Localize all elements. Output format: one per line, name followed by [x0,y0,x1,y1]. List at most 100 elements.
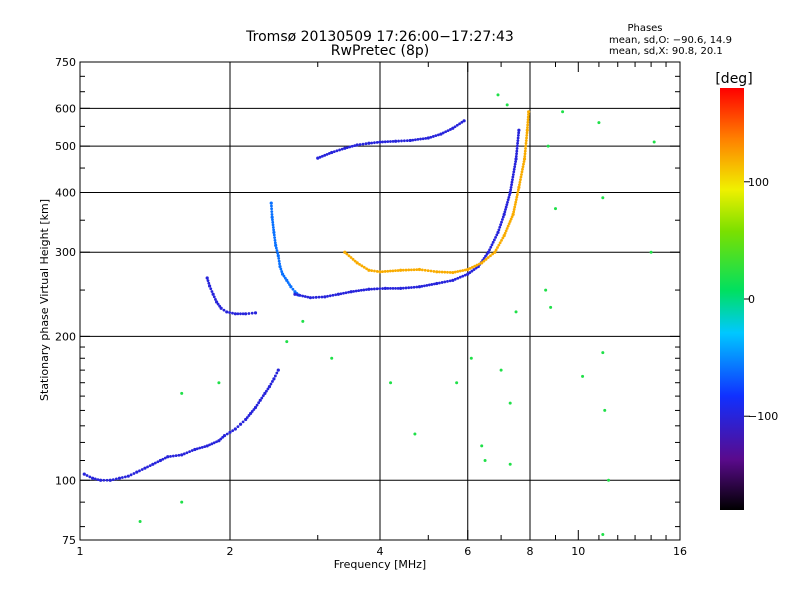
echo-point [468,267,472,270]
echo-point [327,152,331,155]
echo-point [386,269,390,273]
echo-point [486,250,490,254]
echo-point [375,287,379,291]
echo-point [421,137,425,141]
echo-point [270,210,274,214]
echo-point [343,250,347,254]
echo-point [111,478,115,481]
echo-point [523,154,527,158]
echo-point [286,281,290,284]
echo-point [372,287,376,291]
echo-point [265,389,268,393]
echo-point [409,286,413,289]
echo-point [520,173,523,176]
echo-point [441,131,445,135]
echo-point [524,144,528,148]
echo-point [505,103,509,107]
echo-point [458,269,462,273]
echo-point [400,139,403,143]
echo-point [88,475,92,479]
plot-area: 1 2 4 6 8 10 16 75 100 200 300 400 500 600 750 [55,56,687,558]
echo-point [401,268,405,272]
echo-point [370,269,374,273]
echo-point [271,380,274,383]
echo-point [463,268,467,272]
echo-point [381,140,385,144]
echo-point [462,119,466,123]
echo-point [430,283,434,286]
echo-point [330,150,334,155]
echo-point [468,271,472,274]
echo-point [257,401,261,405]
echo-point [198,446,202,450]
echo-point [180,500,184,504]
echo-point [518,180,522,184]
echo-point [325,152,329,156]
echo-point [516,141,519,145]
echo-point [524,139,528,143]
echo-point [427,283,431,287]
echo-point [477,262,481,266]
echo-point [491,240,495,244]
echo-point [460,120,464,124]
x-tick-label: 10 [571,545,585,558]
echo-point [506,200,509,204]
echo-point [423,284,426,288]
echo-point [129,473,133,477]
echo-point [514,200,518,204]
echo-point [233,427,237,431]
echo-point [361,142,365,146]
echo-point [99,478,103,482]
echo-point [190,449,194,452]
echo-point [270,207,274,211]
echo-point [91,476,95,480]
echo-point [275,249,279,252]
echo-point [508,462,512,466]
echo-point [340,147,344,151]
echo-point [273,374,277,378]
echo-point [432,282,436,286]
echo-point [348,145,352,149]
echo-point [397,139,400,143]
echo-point [335,149,339,153]
echo-point [271,225,275,229]
echo-point [446,279,449,283]
echo-point [247,312,251,315]
echo-point [489,254,492,258]
echo-point [491,252,495,256]
echo-point [403,139,406,143]
echo-point [525,131,529,135]
echo-point [455,123,459,127]
y-tick-label: 400 [55,186,76,199]
echo-point [448,271,452,274]
echo-point [508,401,512,405]
echo-point [469,356,473,360]
echo-point [519,178,522,182]
echo-point [506,224,510,228]
echo-point [345,252,349,256]
echo-point [282,274,286,278]
echo-point [505,203,509,207]
echo-point [511,212,515,216]
y-tick-label: 600 [55,102,76,115]
echo-point [499,368,503,372]
echo-point [271,218,274,222]
echo-point [524,141,528,145]
echo-point [505,227,509,230]
echo-point [431,135,435,138]
echo-point [280,270,284,273]
echo-point [328,294,332,298]
echo-point [544,288,548,292]
phase-colorbar: [deg] 100 0 −100 [715,71,778,510]
echo-point [182,452,186,456]
echo-point [272,228,276,232]
echo-point [271,223,275,227]
echo-point [273,238,277,242]
echo-point [383,286,387,291]
echo-point [472,268,476,271]
echo-point [378,270,382,274]
echo-point [362,265,366,269]
echo-point [649,250,653,254]
echo-point [512,170,516,174]
